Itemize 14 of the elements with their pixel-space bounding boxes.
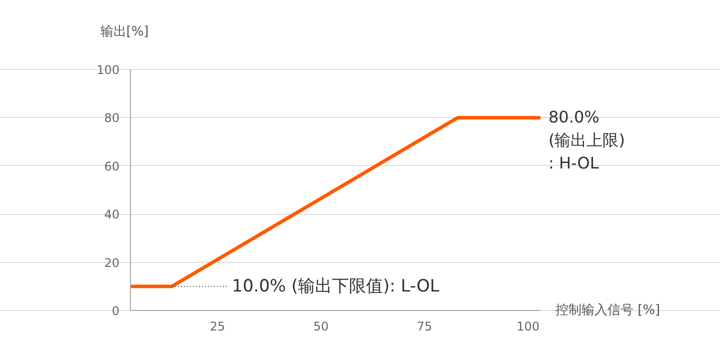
y-tick-label: 60 <box>104 159 120 174</box>
annotation: 80.0% (输出上限) : H-OL <box>548 108 625 172</box>
y-axis-title: 输出[%] <box>100 24 149 40</box>
annotation: 10.0% (输出下限值): L-OL <box>232 276 440 296</box>
x-tick-label: 50 <box>313 320 329 334</box>
x-axis-title: 控制输入信号 [%] <box>556 303 660 318</box>
y-tick-label: 20 <box>104 256 120 270</box>
x-tick-label: 100 <box>516 320 540 334</box>
y-tick-label: 100 <box>96 63 120 77</box>
y-tick-label: 0 <box>112 304 120 318</box>
x-tick-label: 25 <box>210 320 226 334</box>
y-tick-label: 40 <box>104 208 120 222</box>
x-tick-label: 75 <box>416 320 432 334</box>
y-tick-label: 80 <box>104 111 120 126</box>
